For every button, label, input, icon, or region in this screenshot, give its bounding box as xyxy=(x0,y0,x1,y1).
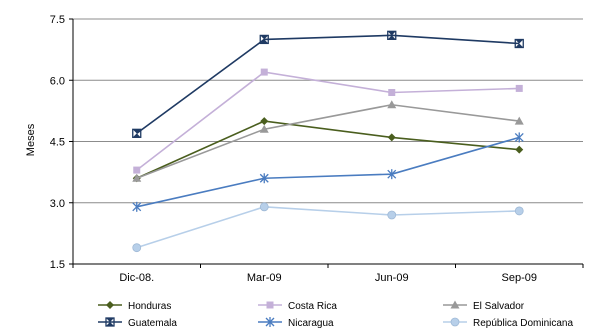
data-point xyxy=(387,100,397,109)
legend-marker xyxy=(450,300,460,309)
data-point xyxy=(387,30,397,40)
series-honduras xyxy=(132,117,524,183)
legend-label: República Dominicana xyxy=(473,318,573,329)
series-el-salvador xyxy=(132,100,524,182)
series-costa-rica xyxy=(133,68,523,174)
data-point xyxy=(387,210,397,220)
data-point xyxy=(388,89,396,96)
data-point xyxy=(387,169,397,180)
legend-label: Honduras xyxy=(128,301,171,312)
legend-label: Costa Rica xyxy=(288,301,337,312)
series-line xyxy=(136,103,520,179)
series-line xyxy=(136,120,520,179)
legend-item: El Salvador xyxy=(443,300,525,312)
data-point xyxy=(514,132,524,143)
legend-label: Nicaragua xyxy=(288,318,334,329)
data-point xyxy=(132,128,142,138)
data-point xyxy=(514,116,524,125)
data-point xyxy=(259,124,269,133)
legend-marker xyxy=(105,317,115,327)
legend-marker xyxy=(266,301,274,309)
legend-marker xyxy=(450,317,460,327)
legend-item: Honduras xyxy=(98,301,171,312)
data-point xyxy=(133,166,141,174)
legend-item: Nicaragua xyxy=(258,317,334,329)
series-line xyxy=(136,34,520,134)
data-point xyxy=(514,206,524,216)
data-point xyxy=(259,202,269,212)
legend-item: República Dominicana xyxy=(443,317,573,329)
legend-label: El Salvador xyxy=(473,301,525,312)
legend-marker xyxy=(265,317,275,327)
data-point xyxy=(260,117,269,126)
y-tick-label: 7.5 xyxy=(50,14,65,26)
series-line xyxy=(136,206,520,249)
y-tick-label: 6.0 xyxy=(50,75,65,87)
x-tick-label: Dic-08. xyxy=(119,272,154,284)
data-point xyxy=(132,201,142,212)
y-tick-label: 4.5 xyxy=(50,137,65,149)
legend-label: Guatemala xyxy=(128,318,177,329)
data-point xyxy=(515,145,524,154)
series-rep-blica-dominicana xyxy=(132,202,524,253)
x-tick-label: Mar-09 xyxy=(247,272,282,284)
x-tick-label: Sep-09 xyxy=(502,272,537,284)
legend: Honduras Costa Rica El Salvador Guatemala Ni… xyxy=(98,300,573,329)
data-point xyxy=(132,243,142,253)
y-tick-label: 1.5 xyxy=(50,259,65,271)
legend-marker xyxy=(106,301,114,309)
axes: 1.5 3.0 4.5 6.0 7.5 Dic-08. Mar-09 Jun-09 Sep-09 xyxy=(50,14,584,284)
data-point xyxy=(260,68,268,76)
series-line xyxy=(136,71,520,171)
data-point xyxy=(132,173,142,182)
data-point xyxy=(387,133,396,142)
data-point xyxy=(259,34,269,45)
data-point xyxy=(515,84,523,92)
series-layer xyxy=(132,30,524,253)
series-guatemala xyxy=(132,30,524,138)
y-tick-label: 3.0 xyxy=(50,198,65,210)
series-line xyxy=(136,136,520,208)
legend-item: Costa Rica xyxy=(258,301,337,312)
data-point xyxy=(514,38,524,49)
x-tick-label: Jun-09 xyxy=(375,272,409,284)
legend-item: Guatemala xyxy=(98,317,177,329)
y-axis-label: Meses xyxy=(25,123,37,156)
data-point xyxy=(259,173,269,184)
series-nicaragua xyxy=(132,132,524,212)
